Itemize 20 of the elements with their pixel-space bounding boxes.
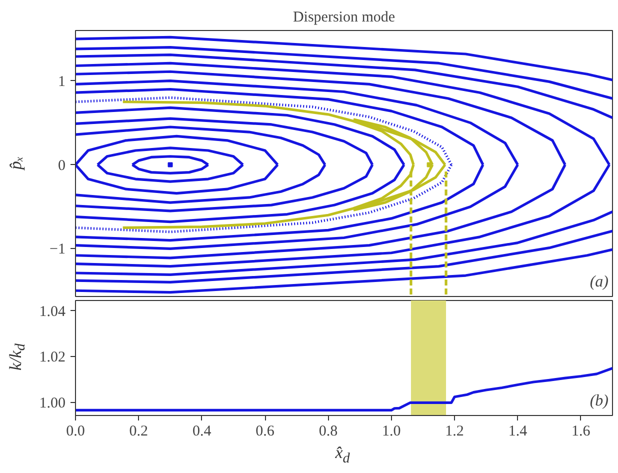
x-tick-label: 0.8 [318,424,338,440]
x-tick-label: 1.6 [572,424,591,440]
x-tick-label: 1.0 [382,424,401,440]
y-tick-label: 1 [58,74,66,90]
x-tick-label: 0.2 [129,424,148,440]
annotation: (b) [590,392,608,410]
x-axis-title: x̂$_{d}$ [334,442,351,468]
x-tick-label: 1.4 [508,424,528,440]
x-tick-label: 0.4 [192,424,212,440]
y-axis-title: p̂ₓ [5,156,26,170]
x-tick-label: 0.0 [66,424,85,440]
y-tick-label: 1.04 [39,304,66,320]
chart-title: Dispersion mode [292,10,396,26]
x-tick-label: 0.6 [256,424,275,440]
y-tick-label: 1.02 [39,350,66,366]
x-tick-label: 1.2 [445,424,464,440]
y-tick-label: −1 [50,242,66,258]
annotation: (a) [590,274,608,290]
y-tick-label: 1.00 [39,396,66,412]
y-tick-label: 0 [58,158,66,174]
